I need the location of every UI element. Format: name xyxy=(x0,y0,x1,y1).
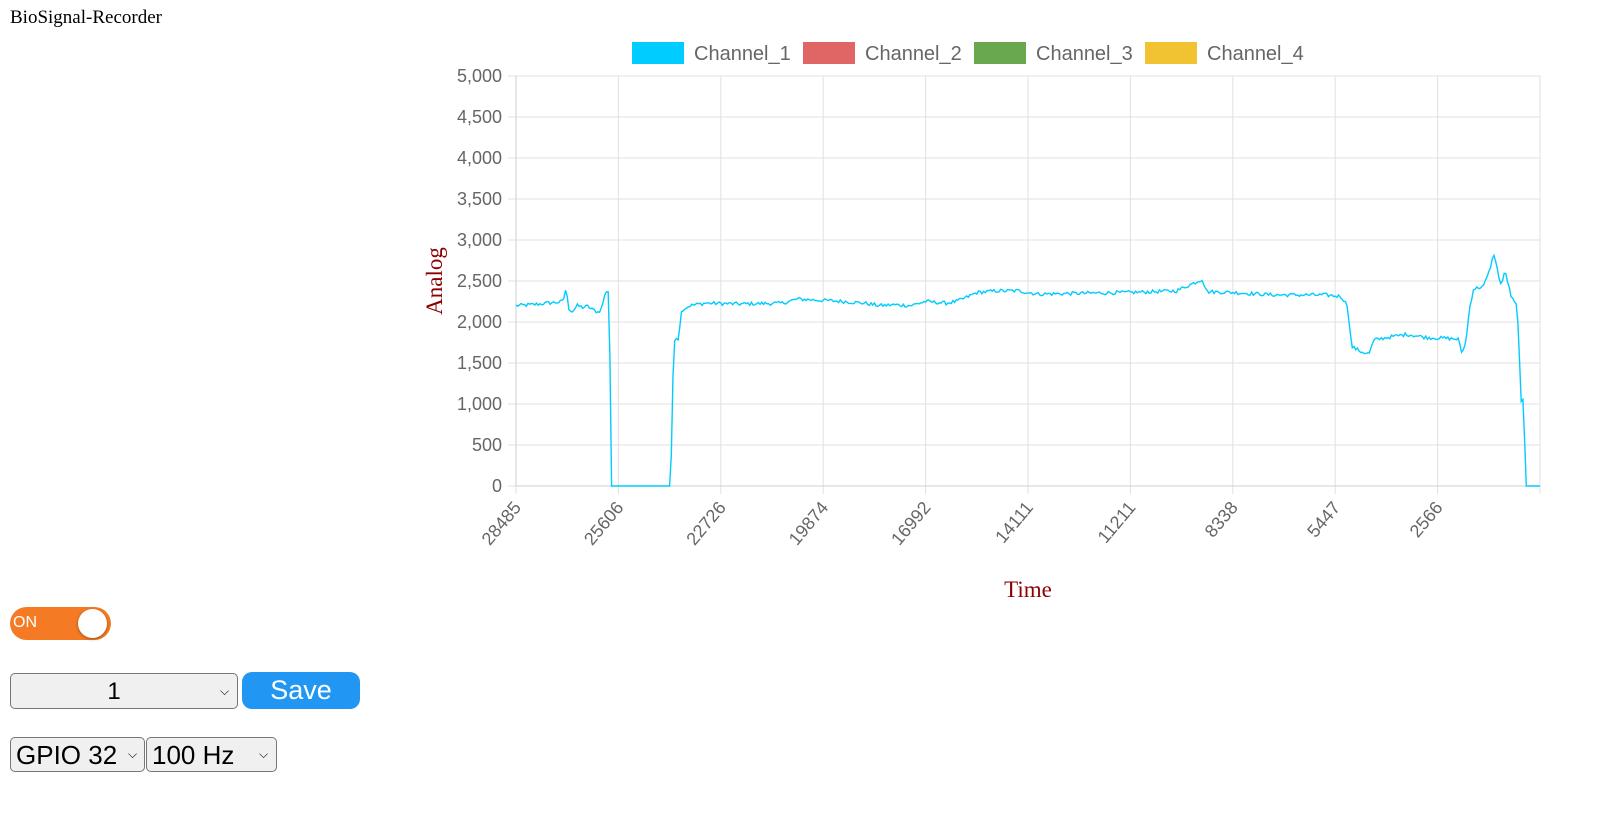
recording-toggle[interactable]: ON xyxy=(10,607,111,640)
x-tick-label: 8338 xyxy=(1201,498,1242,542)
toggle-knob[interactable] xyxy=(78,609,107,638)
y-tick-label: 500 xyxy=(472,435,502,455)
y-tick-label: 3,000 xyxy=(457,230,502,250)
x-tick-label: 19874 xyxy=(785,498,833,549)
x-axis-title: Time xyxy=(1004,577,1052,602)
x-tick-label: 28485 xyxy=(478,498,526,549)
x-tick-label: 22726 xyxy=(682,498,730,549)
x-tick-label: 14111 xyxy=(991,498,1037,547)
y-axis-title: Analog xyxy=(422,247,447,315)
y-tick-label: 2,000 xyxy=(457,312,502,332)
channel-1-line xyxy=(515,253,1540,487)
chart-legend[interactable]: Channel_1 Channel_2 Channel_3 Channel_4 xyxy=(632,42,1304,65)
app-title: BioSignal-Recorder xyxy=(10,7,162,28)
legend-label[interactable]: Channel_2 xyxy=(865,43,962,65)
chart-grid xyxy=(508,75,1541,494)
legend-swatch[interactable] xyxy=(632,42,684,64)
legend-swatch[interactable] xyxy=(803,42,855,64)
legend-swatch[interactable] xyxy=(974,42,1026,64)
y-tick-label: 4,500 xyxy=(457,107,502,127)
signal-chart-svg: Channel_1 Channel_2 Channel_3 Channel_4 5,0… xyxy=(422,42,1541,602)
chart-series xyxy=(515,253,1540,487)
y-tick-label: 0 xyxy=(492,476,502,496)
y-tick-label: 3,500 xyxy=(457,189,502,209)
save-button[interactable]: Save xyxy=(242,672,360,709)
gpio-select[interactable]: GPIO 32 xyxy=(10,737,145,772)
x-tick-label: 16992 xyxy=(887,498,935,549)
y-tick-label: 1,000 xyxy=(457,394,502,414)
signal-chart: Channel_1 Channel_2 Channel_3 Channel_4 5,0… xyxy=(422,42,1541,602)
x-tick-label: 25606 xyxy=(580,498,628,549)
x-tick-label: 2566 xyxy=(1406,498,1447,542)
x-tick-label: 5447 xyxy=(1303,498,1344,542)
sample-rate-select[interactable]: 100 Hz xyxy=(146,737,277,772)
x-tick-label: 11211 xyxy=(1094,498,1140,547)
y-tick-label: 2,500 xyxy=(457,271,502,291)
y-tick-label: 5,000 xyxy=(457,66,502,86)
legend-label[interactable]: Channel_3 xyxy=(1036,43,1133,65)
legend-swatch[interactable] xyxy=(1145,42,1197,64)
toggle-label: ON xyxy=(13,614,37,631)
legend-label[interactable]: Channel_1 xyxy=(694,43,791,65)
y-tick-label: 4,000 xyxy=(457,148,502,168)
legend-label[interactable]: Channel_4 xyxy=(1207,43,1304,65)
y-axis-ticks: 5,000 4,500 4,000 3,500 3,000 2,500 2,000 1,500… xyxy=(457,66,502,496)
channel-count-select[interactable]: 1 xyxy=(10,673,238,709)
x-axis-ticks: 28485 25606 22726 19874 16992 14111 11211 8338 5… xyxy=(478,498,1447,549)
y-tick-label: 1,500 xyxy=(457,353,502,373)
